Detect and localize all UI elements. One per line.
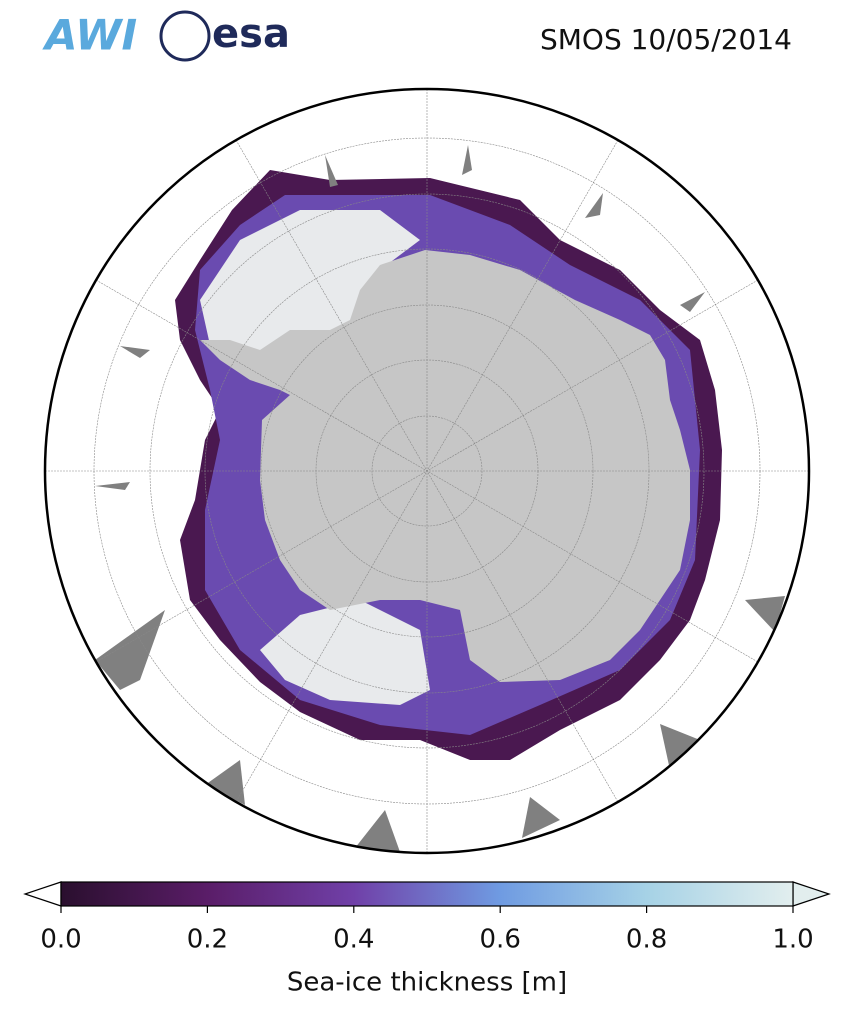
esa-logo: esa bbox=[212, 11, 290, 57]
map-title: SMOS 10/05/2014 bbox=[540, 23, 792, 56]
thick-ice-weddell bbox=[200, 210, 420, 388]
colorbar-tick-label: 1.0 bbox=[772, 925, 813, 955]
esa-emblem bbox=[159, 10, 211, 62]
colorbar-gradient bbox=[60, 881, 794, 907]
map bbox=[45, 89, 809, 853]
colorbar-extend-low bbox=[23, 881, 62, 907]
land bbox=[95, 145, 785, 852]
colorbar-tick-label: 0.2 bbox=[187, 925, 228, 955]
colorbar-tick-label: 0.8 bbox=[626, 925, 667, 955]
awi-logo: AWI bbox=[42, 11, 137, 60]
colorbar-extend-high bbox=[792, 881, 831, 907]
colorbar-tick-label: 0.4 bbox=[333, 925, 374, 955]
colorbar-tick-label: 0.0 bbox=[40, 925, 81, 955]
graticule bbox=[45, 89, 809, 853]
colorbar-label: Sea-ice thickness [m] bbox=[287, 968, 567, 998]
map-frame bbox=[43, 87, 811, 855]
colorbar-tick-label: 0.6 bbox=[480, 925, 521, 955]
thick-ice-ross bbox=[260, 600, 430, 705]
colorbar bbox=[23, 881, 831, 907]
antarctica bbox=[200, 250, 690, 682]
